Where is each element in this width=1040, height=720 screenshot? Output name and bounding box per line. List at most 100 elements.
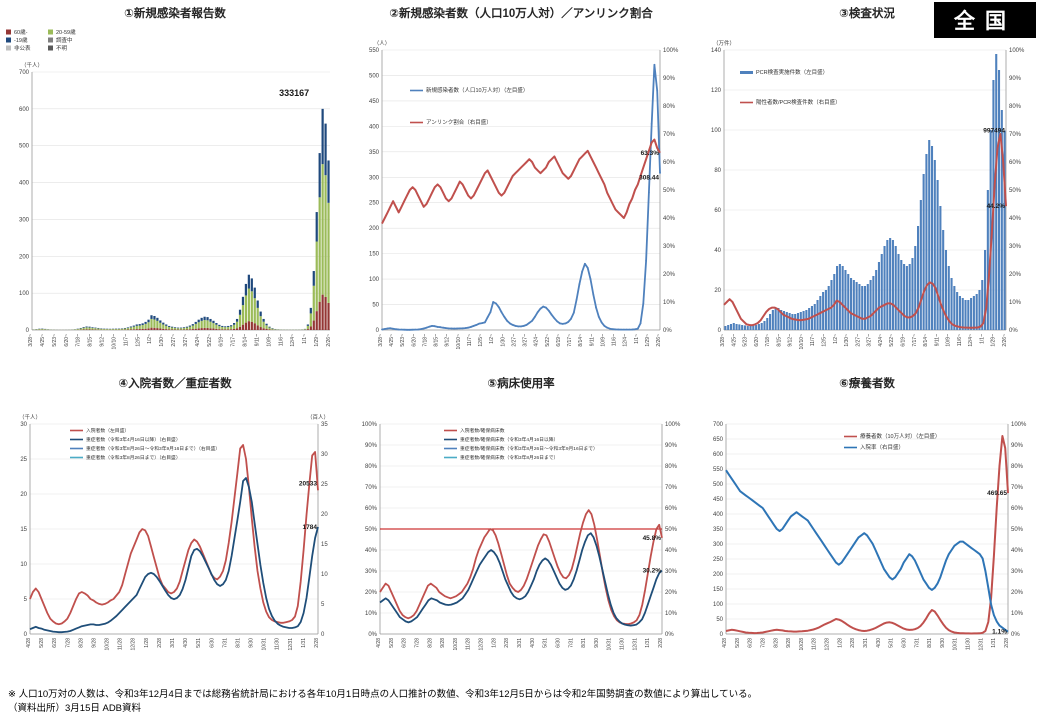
svg-text:5: 5 [321,602,325,608]
svg-text:0%: 0% [1011,632,1020,638]
svg-text:40%: 40% [1009,216,1022,222]
svg-text:5/22~: 5/22~ [207,334,213,347]
chart-grid: ①新規感染者報告数 0 100 200 300 400 500 600 700 3/28~ 4/2… [2,6,1040,678]
svg-text:10%: 10% [365,611,378,617]
svg-text:80%: 80% [663,104,676,110]
svg-text:1/2~: 1/2~ [833,334,839,344]
svg-text:10%: 10% [663,300,676,306]
svg-text:（千人）: （千人） [19,413,41,421]
svg-text:入院者数/確保病床数: 入院者数/確保病床数 [460,427,505,434]
svg-text:入院率（右目盛）: 入院率（右目盛） [860,443,904,451]
svg-text:80%: 80% [1011,464,1024,470]
svg-text:6/20~: 6/20~ [411,334,417,347]
svg-text:11/30: 11/30 [966,638,972,650]
svg-text:0%: 0% [1009,328,1018,334]
svg-text:2/28: 2/28 [850,638,856,648]
svg-text:0: 0 [376,328,380,334]
svg-text:700: 700 [19,70,30,76]
svg-text:9/11~: 9/11~ [589,334,595,346]
svg-text:1/28: 1/28 [491,638,497,648]
svg-text:1/28: 1/28 [837,638,843,648]
cases-per-100k-chart: 0 50 100 150 200 250 300 350 400 450 500 550 0% 10% 20… [369,40,679,349]
svg-text:5/28: 5/28 [389,638,395,648]
svg-text:1/28: 1/28 [144,638,150,648]
svg-text:200: 200 [369,226,380,232]
svg-text:9/30: 9/30 [249,638,255,648]
svg-text:70%: 70% [663,132,676,138]
svg-text:90%: 90% [663,76,676,82]
svg-text:1784: 1784 [303,524,318,531]
svg-text:100%: 100% [362,422,378,428]
svg-text:333167: 333167 [279,88,309,98]
svg-text:9/11~: 9/11~ [254,334,260,346]
svg-text:8/15~: 8/15~ [776,334,782,347]
svg-text:5/31: 5/31 [543,638,549,648]
svg-text:5/28: 5/28 [735,638,741,648]
svg-text:7/17~: 7/17~ [912,334,918,347]
svg-text:2/26~: 2/26~ [1002,334,1008,347]
svg-text:11/7~: 11/7~ [123,334,129,346]
svg-text:70%: 70% [1011,485,1024,491]
svg-text:20: 20 [20,492,27,498]
svg-text:11/7~: 11/7~ [467,334,473,346]
svg-text:陽性者数/PCR検査件数（右目盛）: 陽性者数/PCR検査件数（右目盛） [756,98,841,106]
svg-text:11/28: 11/28 [466,638,472,650]
svg-text:4/24~: 4/24~ [195,334,201,347]
svg-text:50%: 50% [663,188,676,194]
svg-text:（人）: （人） [374,40,391,47]
svg-text:12/28: 12/28 [479,638,485,651]
svg-text:30: 30 [20,422,27,428]
svg-text:20533: 20533 [299,481,317,488]
svg-text:7/18~: 7/18~ [422,334,428,347]
svg-text:1/29~: 1/29~ [645,334,651,347]
svg-text:重症者数/確保病床数（令和3年4月16日以降）: 重症者数/確保病床数（令和3年4月16日以降） [460,436,558,443]
svg-text:9/28: 9/28 [786,638,792,648]
svg-text:8/28: 8/28 [427,638,433,648]
chart-panel-recuperating: ⑥療養者数 0 50 100 150 200 250 300 350 400 450 500 550 6… [694,376,1040,678]
svg-text:1/1~: 1/1~ [634,334,640,344]
svg-text:11/30: 11/30 [275,638,281,650]
chart-title-new-case-reports: ①新規感染者報告数 [124,8,226,20]
svg-text:63.3%: 63.3% [641,150,660,157]
svg-text:12/5~: 12/5~ [135,334,141,347]
svg-text:PCR検査実施件数（左目盛）: PCR検査実施件数（左目盛） [756,68,828,76]
svg-text:4/30: 4/30 [530,638,536,648]
svg-text:12/5~: 12/5~ [478,334,484,347]
svg-text:100: 100 [19,291,30,297]
svg-text:150: 150 [369,252,380,258]
svg-text:（百人）: （百人） [307,414,329,421]
svg-text:60%: 60% [663,160,676,166]
svg-text:12/31: 12/31 [632,638,638,651]
svg-text:1/31: 1/31 [645,638,651,648]
svg-text:4/25~: 4/25~ [389,334,395,347]
svg-text:6/28: 6/28 [748,638,754,648]
svg-text:1/30~: 1/30~ [500,334,506,347]
svg-text:0: 0 [24,632,28,638]
svg-text:45.8%: 45.8% [643,535,662,542]
svg-text:7/17~: 7/17~ [567,334,573,347]
svg-text:6/30: 6/30 [209,638,215,648]
hospitalized-chart: 0 5 10 15 20 25 30 0 5 10 15 20 25 30 35 4/28 5/28 6/28 7/… [19,413,329,651]
svg-text:90%: 90% [1009,76,1022,82]
svg-text:9/12~: 9/12~ [788,334,794,347]
svg-text:2/28: 2/28 [504,638,510,648]
svg-text:12/4~: 12/4~ [968,334,974,347]
svg-text:10/10~: 10/10~ [111,334,117,350]
svg-text:60: 60 [714,208,721,214]
svg-text:500: 500 [713,482,724,488]
svg-text:0%: 0% [368,632,377,638]
svg-text:12/4~: 12/4~ [623,334,629,347]
svg-text:新規感染者数（人口10万人対）（左目盛）: 新規感染者数（人口10万人対）（左目盛） [426,86,528,94]
svg-text:40: 40 [714,248,721,254]
svg-text:10%: 10% [1011,611,1024,617]
svg-text:60%: 60% [1011,506,1024,512]
svg-text:10/9~: 10/9~ [946,334,952,347]
svg-text:5/23~: 5/23~ [400,334,406,347]
svg-text:0%: 0% [663,328,672,334]
svg-text:3/27~: 3/27~ [183,334,189,347]
svg-text:1/2~: 1/2~ [489,334,495,344]
svg-text:8/28: 8/28 [78,638,84,648]
svg-text:35: 35 [321,422,328,428]
svg-text:重症者数/確保病床数（令和3年8月26日～令和3年9月16日: 重症者数/確保病床数（令和3年8月26日～令和3年9月16日まで） [460,445,598,452]
svg-text:4/28: 4/28 [376,638,382,648]
